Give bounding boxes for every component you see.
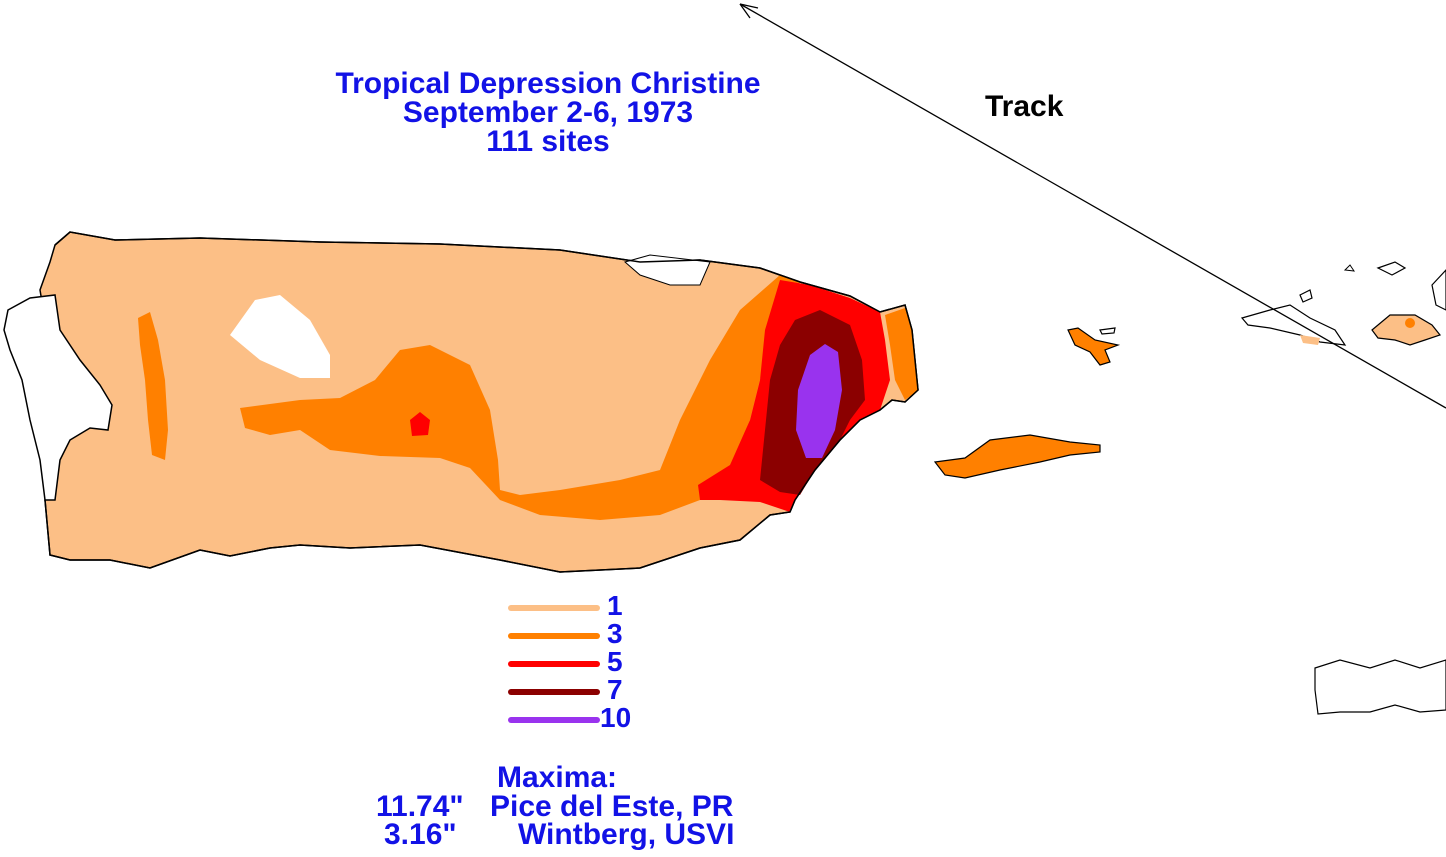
legend-label-3: 3 (607, 618, 623, 649)
legend-label-5: 5 (607, 646, 623, 677)
st-thomas-island (1240, 304, 1347, 346)
legend-swatch-10 (508, 717, 600, 723)
st-croix-island (1314, 659, 1446, 715)
small-cay-3 (1376, 261, 1407, 276)
maxima-amount-2: 3.16" (384, 818, 457, 851)
contour-10-max (796, 344, 842, 458)
puerto-rico-outline (44, 231, 919, 573)
map-site-count: 111 sites (486, 125, 610, 158)
map-title: Tropical Depression Christine (335, 67, 761, 100)
small-cay-2 (1343, 264, 1356, 272)
west-coast-dry-area (3, 294, 113, 501)
maxima-heading: Maxima: (497, 761, 618, 794)
legend-swatch-3 (508, 633, 600, 639)
track-arrowhead (739, 3, 759, 19)
storm-track-line (739, 3, 1446, 409)
st-john-3in-spot (1405, 318, 1415, 328)
maxima-site-2: Wintberg, USVI (518, 818, 735, 851)
contour-3-west (138, 312, 168, 460)
map-date-range: September 2-6, 1973 (402, 96, 694, 129)
maxima-amount-1: 11.74" (376, 790, 464, 823)
legend-item-7: 7 (508, 674, 648, 706)
culebra-island (1067, 327, 1121, 366)
culebra-islet (1099, 327, 1116, 335)
contour-3-central (240, 275, 800, 520)
legend-label-7: 7 (607, 674, 623, 705)
legend-item-5: 5 (508, 646, 648, 678)
contour-5-spot (410, 412, 430, 436)
legend-swatch-5 (508, 661, 600, 667)
track-label: Track (985, 90, 1064, 123)
legend-label-10: 10 (600, 702, 632, 733)
legend-swatch-7 (508, 689, 600, 695)
interior-dry-patch (230, 295, 330, 378)
vieques-island (933, 434, 1101, 479)
contour-3-east-tip (885, 308, 918, 400)
st-thomas-east-patch (1300, 335, 1320, 345)
maxima-site-1: Pice del Este, PR (490, 790, 734, 823)
legend-item-3: 3 (508, 618, 648, 650)
small-cay (1299, 289, 1313, 303)
legend-item-10: 10 (508, 702, 648, 734)
legend-item-1: 1 (508, 590, 648, 622)
legend-label-1: 1 (607, 590, 623, 621)
st-john-island (1371, 314, 1442, 346)
tortola-island (1431, 269, 1446, 311)
legend-swatch-1 (508, 605, 600, 611)
